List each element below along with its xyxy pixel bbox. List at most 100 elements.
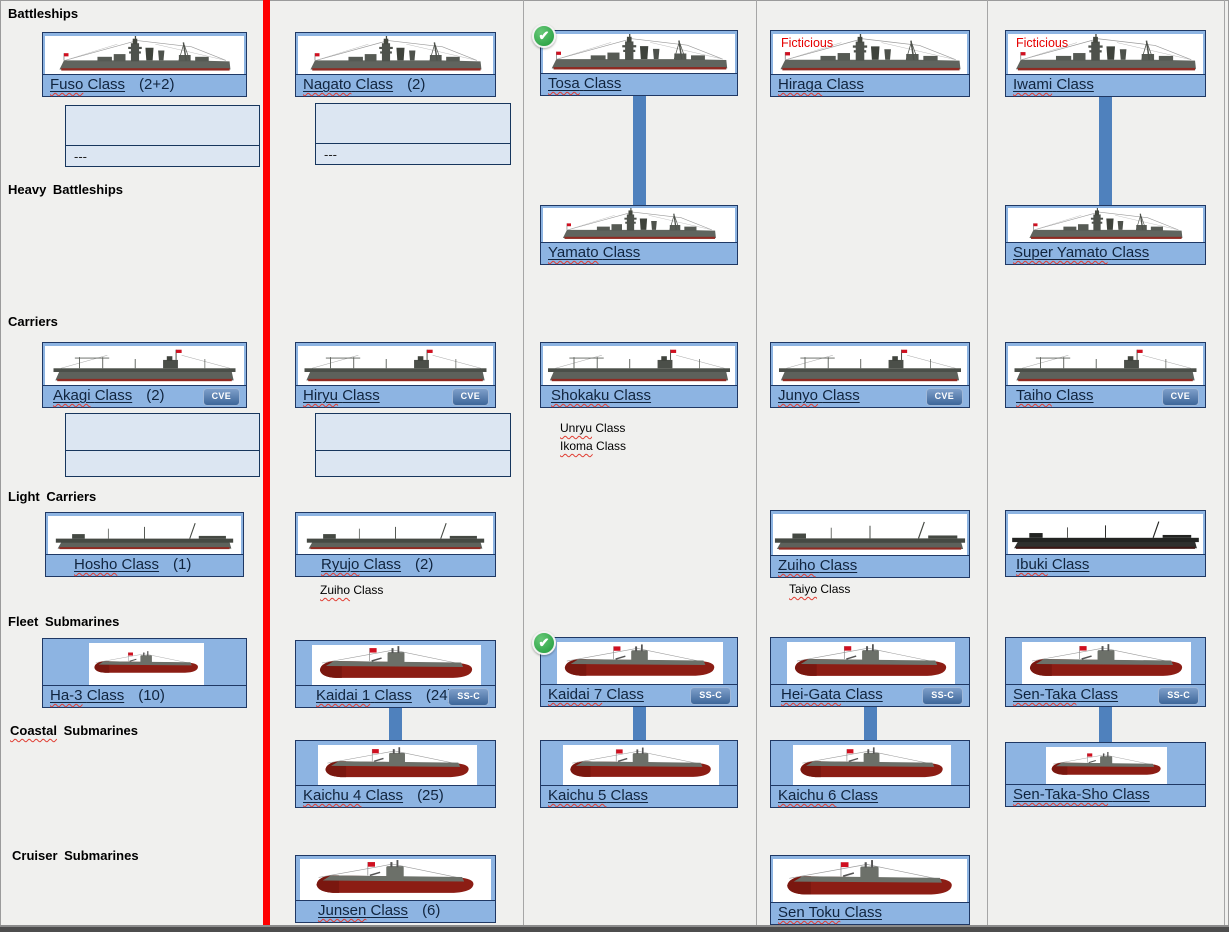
ship-image-frame [1022, 642, 1191, 684]
ship-class-card-junyo[interactable]: Junyo Class CVE [770, 342, 970, 408]
ship-class-card-iwami[interactable]: Ficticious Iwami Class [1005, 30, 1206, 97]
submarine-silhouette-icon [89, 643, 204, 685]
class-name-text: Shokaku [551, 387, 610, 404]
ship-class-card-sentakasho[interactable]: Sen-Taka-Sho Class [1005, 742, 1206, 807]
class-suffix-text: Class [845, 686, 883, 703]
ship-image-frame [89, 643, 204, 685]
badge-ss-c-button[interactable]: SS-C [1158, 686, 1199, 705]
ship-class-card-junsen[interactable]: Junsen Class (6) [295, 855, 496, 923]
class-name-link[interactable]: Hiraga Class [778, 76, 864, 93]
class-name-link[interactable]: Ryujo Class [321, 556, 401, 573]
class-name-link[interactable]: Taiho Class [1016, 387, 1094, 404]
class-name-link[interactable]: Iwami Class [1013, 76, 1094, 93]
ship-class-card-kaidai1[interactable]: Kaidai 1 Class (24) SS-C [295, 640, 496, 708]
badge-ss-c-button[interactable]: SS-C [448, 687, 489, 706]
fleet-carrier-silhouette-icon [543, 346, 735, 385]
class-suffix-text: Class [840, 787, 879, 804]
class-name-text: Tosa [548, 75, 580, 92]
ship-class-card-hiryu[interactable]: Hiryu Class CVE [295, 342, 496, 408]
ship-image-frame [1008, 208, 1203, 242]
class-label-bar: Shokaku Class [541, 385, 737, 407]
badge-ss-c-button[interactable]: SS-C [922, 686, 963, 705]
ship-class-card-nagato[interactable]: Nagato Class (2) [295, 32, 496, 97]
class-name-link[interactable]: Junyo Class [778, 387, 860, 404]
class-name-link[interactable]: Akagi Class [53, 387, 132, 404]
ship-class-card-fuso[interactable]: Fuso Class (2+2) [42, 32, 247, 97]
class-name-link[interactable]: Hei-Gata Class [781, 686, 883, 703]
tree-connector-sentaka-to-sentakasho [1099, 705, 1112, 745]
class-name-link[interactable]: Sen Toku Class [778, 904, 882, 921]
ship-image-frame [1046, 747, 1167, 784]
ship-class-card-kaidai7[interactable]: Kaidai 7 Class SS-C [532, 631, 738, 707]
ship-class-card-tosa[interactable]: Tosa Class [532, 24, 738, 96]
empty-slot-box [65, 413, 260, 477]
column-divider-line [987, 0, 988, 925]
class-name-link[interactable]: Kaichu 6 Class [778, 787, 878, 804]
class-label-bar: Sen Toku Class [771, 902, 969, 924]
battleship-silhouette-icon [45, 36, 244, 74]
section-header-battleships: Battleships [8, 6, 79, 21]
class-label-bar: Kaichu 4 Class (25) [296, 785, 495, 807]
class-name-text: Kaidai 7 [548, 686, 603, 703]
ship-class-card-ha3[interactable]: Ha-3 Class (10) [42, 638, 247, 708]
ship-class-card-heigata[interactable]: Hei-Gata Class SS-C [770, 637, 970, 707]
ship-class-card-ibuki[interactable]: Ibuki Class [1005, 510, 1206, 577]
ship-class-card-kaichu5[interactable]: Kaichu 5 Class [540, 740, 738, 808]
submarine-silhouette-icon [773, 859, 967, 902]
ship-image-frame [557, 642, 723, 684]
ship-image-frame [773, 514, 967, 555]
ship-class-card-akagi[interactable]: Akagi Class (2) CVE [42, 342, 247, 408]
ship-image-frame [543, 34, 735, 73]
badge-cve-button[interactable]: CVE [1161, 387, 1199, 406]
ship-class-card-yamato[interactable]: Yamato Class [540, 205, 738, 265]
ship-class-card-sentaka[interactable]: Sen-Taka Class SS-C [1005, 637, 1206, 707]
class-name-link[interactable]: Tosa Class [548, 75, 621, 92]
ship-class-card-zuiho[interactable]: Zuiho Class [770, 510, 970, 578]
right-edge-line [1224, 0, 1225, 925]
ship-class-card-superyamato[interactable]: Super Yamato Class [1005, 205, 1206, 265]
ship-class-card-sentoku[interactable]: Sen Toku Class [770, 855, 970, 925]
ship-class-card-kaichu4[interactable]: Kaichu 4 Class (25) [295, 740, 496, 808]
badge-cve-button[interactable]: CVE [202, 387, 240, 406]
ship-class-card-hosho[interactable]: Hosho Class (1) [45, 512, 244, 577]
class-name-link[interactable]: Hosho Class [74, 556, 159, 573]
class-name-link[interactable]: Zuiho Class [778, 557, 857, 574]
column-divider-line [756, 0, 757, 925]
class-name-link[interactable]: Nagato Class [303, 76, 393, 93]
badge-ss-c-button[interactable]: SS-C [690, 686, 731, 705]
badge-cve-button[interactable]: CVE [451, 387, 489, 406]
badge-cve-button[interactable]: CVE [925, 387, 963, 406]
class-name-link[interactable]: Ibuki Class [1016, 556, 1089, 573]
class-name-link[interactable]: Sen-Taka-Sho Class [1013, 786, 1150, 803]
class-name-link[interactable]: Kaidai 1 Class [316, 687, 412, 704]
class-suffix-text: Class [606, 686, 644, 703]
class-name-link[interactable]: Kaidai 7 Class [548, 686, 644, 703]
tree-connector-kaidai7-to-kaichu5 [632, 705, 646, 743]
class-name-link[interactable]: Kaichu 4 Class [303, 787, 403, 804]
class-name-link[interactable]: Yamato Class [548, 244, 640, 261]
class-label-bar: Ha-3 Class (10) [43, 685, 246, 707]
ship-class-card-ryujo[interactable]: Ryujo Class (2) [295, 512, 496, 577]
ship-image-frame [543, 208, 735, 242]
class-name-link[interactable]: Super Yamato Class [1013, 244, 1149, 261]
class-name-link[interactable]: Junsen Class [318, 902, 408, 919]
class-name-link[interactable]: Sen-Taka Class [1013, 686, 1118, 703]
class-suffix-text: Class [365, 787, 404, 804]
ship-class-card-kaichu6[interactable]: Kaichu 6 Class [770, 740, 970, 808]
class-name-link[interactable]: Shokaku Class [551, 387, 651, 404]
ship-class-card-hiraga[interactable]: Ficticious Hiraga Class [770, 30, 970, 97]
class-suffix-text: Class [583, 75, 622, 92]
fleet-carrier-silhouette-icon [1008, 346, 1203, 385]
tree-connector-kaidai1-to-kaichu4 [389, 706, 402, 743]
ship-image-frame [300, 859, 491, 900]
class-name-link[interactable]: Hiryu Class [303, 387, 380, 404]
class-suffix-text: Class [87, 76, 126, 93]
submarine-silhouette-icon [793, 745, 951, 785]
ship-class-card-taiho[interactable]: Taiho Class CVE [1005, 342, 1206, 408]
ship-class-card-shokaku[interactable]: Shokaku Class [540, 342, 738, 408]
class-name-link[interactable]: Ha-3 Class [50, 687, 124, 704]
note-name-text: Taiyo [789, 582, 818, 596]
class-name-link[interactable]: Fuso Class [50, 76, 125, 93]
class-name-link[interactable]: Kaichu 5 Class [548, 787, 648, 804]
